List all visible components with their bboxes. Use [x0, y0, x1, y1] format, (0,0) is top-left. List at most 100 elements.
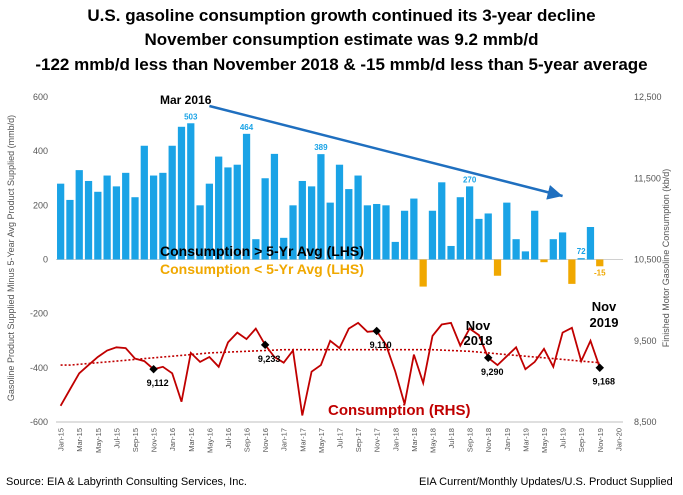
y-left-tick-label: 0: [43, 255, 48, 265]
bar: [531, 210, 539, 260]
x-tick-label: Sep-17: [354, 428, 363, 452]
y-right-tick-label: 9,500: [634, 336, 657, 346]
bar: [122, 172, 130, 260]
consumption-line: [59, 321, 601, 416]
x-tick-label: Sep-15: [131, 428, 140, 452]
point-value-label: 9,290: [481, 367, 504, 377]
annotation-nov-2019-year: 2019: [590, 315, 619, 330]
point-value-label: 9,233: [258, 354, 281, 364]
y-left-tick-label: 400: [33, 146, 48, 156]
x-tick-label: Nov-15: [150, 428, 159, 452]
bar: [289, 205, 297, 260]
y-left-tick-label: -200: [30, 309, 48, 319]
bar: [112, 186, 121, 260]
y-left-tick-label: 200: [33, 200, 48, 210]
annotation-nov-2019-month: Nov: [592, 299, 617, 314]
bar: [456, 197, 464, 260]
x-tick-label: Mar-18: [410, 428, 419, 452]
bar: [66, 199, 74, 260]
bar: [466, 186, 474, 260]
bar: [400, 210, 409, 260]
bar: [577, 258, 585, 260]
bar: [549, 239, 557, 260]
combo-chart: 600 400 200 0 -200 -400 -600 12,500 11,500 10,500…: [6, 92, 671, 453]
bar: [419, 259, 427, 287]
bar-value-label: 503: [184, 112, 198, 121]
bar: [224, 167, 232, 260]
bar: [447, 245, 455, 260]
bar: [521, 251, 530, 260]
x-tick-label: Jan-16: [168, 428, 177, 451]
legend-below-avg: Consumption < 5-Yr Avg (LHS): [160, 261, 364, 277]
x-tick-label: Jan-15: [57, 428, 66, 451]
x-tick-label: May-16: [205, 428, 214, 453]
bar: [233, 164, 241, 260]
x-tick-label: Jan-17: [280, 428, 289, 451]
november-marker: [595, 363, 605, 372]
bar: [493, 259, 502, 276]
bar: [215, 156, 223, 260]
bar-value-label: 389: [314, 143, 328, 152]
x-tick-label: May-18: [428, 428, 437, 453]
bar: [131, 197, 139, 260]
chart-title-line-1: U.S. gasoline consumption growth continu…: [87, 6, 596, 25]
bar: [140, 145, 148, 260]
y-left-tick-label: -600: [30, 417, 48, 427]
bar: [168, 145, 176, 260]
bar-value-label: 464: [240, 123, 254, 132]
trend-arrow: [209, 104, 563, 200]
november-marker: [149, 364, 158, 374]
bar: [363, 205, 372, 260]
x-tick-label: Jul-18: [447, 428, 456, 448]
bar: [410, 198, 418, 260]
bar: [242, 133, 251, 260]
x-tick-label: Sep-18: [466, 428, 475, 452]
x-tick-label: Nov-18: [484, 428, 493, 452]
bar: [177, 126, 186, 260]
bar: [438, 182, 446, 260]
bar: [512, 239, 520, 260]
bar: [503, 202, 511, 260]
bar: [261, 178, 269, 260]
bar: [428, 210, 437, 260]
bar: [84, 180, 93, 260]
annotation-mar-2016: Mar 2016: [160, 93, 212, 107]
annotation-nov-2018-year: 2018: [464, 333, 493, 348]
x-tick-label: Mar-15: [75, 428, 84, 452]
y-axis-right-label: Finished Motor Gasoline Consumption (kb/…: [661, 169, 671, 348]
bar: [298, 180, 306, 260]
legend-consumption-line: Consumption (RHS): [328, 402, 470, 419]
y-left-tick-label: -400: [30, 363, 48, 373]
bar: [252, 239, 260, 260]
x-tick-label: Mar-16: [187, 428, 196, 452]
x-tick-label: Jan-19: [503, 428, 512, 451]
x-tick-label: Nov-16: [261, 428, 270, 452]
x-tick-label: Mar-19: [521, 428, 530, 452]
bar: [475, 218, 483, 260]
x-tick-label: Jul-16: [224, 428, 233, 448]
bar: [317, 154, 325, 260]
data-source-note: EIA Current/Monthly Updates/U.S. Product…: [419, 476, 673, 488]
bar: [103, 175, 111, 260]
bar: [270, 153, 279, 260]
chart-title-line-2: November consumption estimate was 9.2 mm…: [144, 30, 539, 49]
bar: [568, 259, 576, 284]
bar-value-label: 72: [577, 247, 586, 256]
november-marker: [483, 353, 493, 363]
x-tick-label: Jan-20: [614, 428, 623, 451]
bar: [382, 205, 390, 260]
bar-value-label: -15: [594, 269, 606, 278]
x-tick-label: Jul-15: [112, 428, 121, 448]
source-note: Source: EIA & Labyrinth Consulting Servi…: [6, 476, 247, 488]
bar: [596, 259, 604, 267]
bar: [187, 123, 195, 260]
x-tick-label: May-19: [540, 428, 549, 453]
x-tick-label: May-15: [94, 428, 103, 453]
bar: [94, 191, 102, 260]
chart-title-line-3: -122 mmb/d less than November 2018 & -15…: [35, 55, 648, 74]
bar: [307, 186, 316, 260]
bar: [196, 205, 204, 260]
legend-above-avg: Consumption > 5-Yr Avg (LHS): [160, 243, 364, 259]
point-value-label: 9,168: [592, 377, 615, 387]
point-value-label: 9,110: [370, 340, 392, 350]
